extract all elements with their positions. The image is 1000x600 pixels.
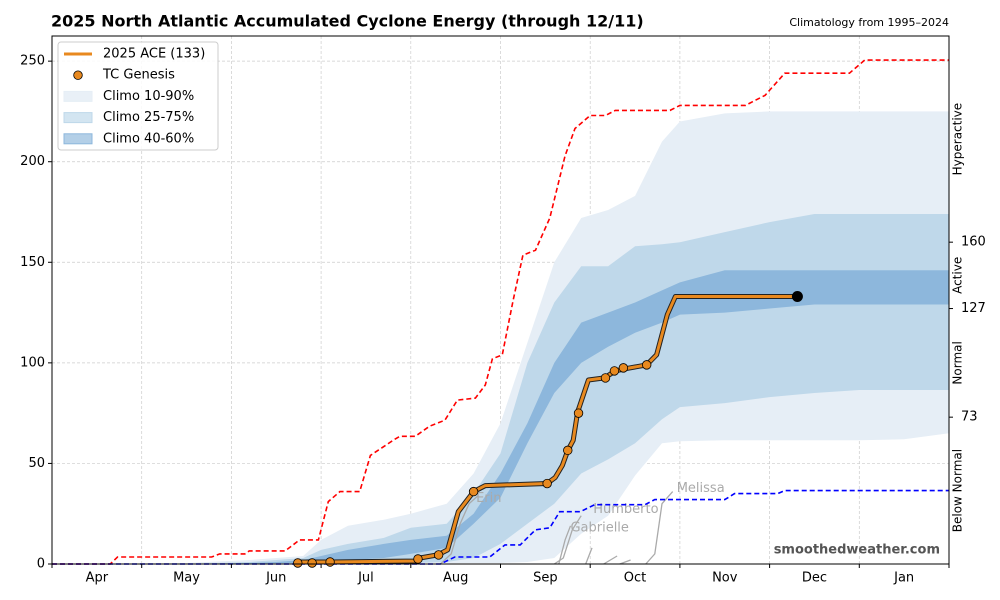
- genesis-point: [433, 550, 444, 560]
- storm-label: Humberto: [593, 502, 658, 517]
- legend-swatch: [63, 90, 93, 102]
- legend-label: Climo 25-75%: [103, 110, 194, 125]
- y2-category-label: Hyperactive: [951, 103, 965, 176]
- y2-category-label: Active: [951, 257, 965, 294]
- x-tick-label: Dec: [802, 571, 827, 586]
- genesis-point: [609, 366, 620, 376]
- ace-endpoint: [791, 290, 803, 302]
- legend: 2025 ACE (133) TC Genesis Climo 10-90% Clim…: [57, 41, 219, 151]
- storm-line: [603, 555, 618, 565]
- y-tick-label: 0: [37, 557, 45, 572]
- genesis-point: [293, 558, 303, 568]
- genesis-point: [563, 445, 573, 456]
- y-tick-label: 250: [20, 54, 45, 69]
- climo-band: [52, 111, 949, 565]
- storm-line: [553, 515, 582, 565]
- legend-swatch: [63, 112, 93, 124]
- y2-tick-label: 127: [961, 301, 986, 316]
- y-tick-label: 150: [20, 255, 45, 270]
- genesis-point: [600, 373, 611, 383]
- storm-label: Erin: [476, 491, 501, 506]
- genesis-point: [642, 360, 652, 370]
- x-tick-label: Jun: [265, 571, 286, 586]
- climo-extreme-line: [52, 59, 949, 565]
- x-tick-label: Aug: [443, 571, 468, 586]
- chart-title: 2025 North Atlantic Accumulated Cyclone …: [51, 12, 644, 31]
- storm-line: [558, 525, 572, 565]
- x-tick-label: Oct: [624, 571, 646, 586]
- genesis-point: [573, 408, 584, 418]
- legend-label: TC Genesis: [102, 68, 175, 83]
- genesis-point: [325, 557, 335, 567]
- legend-label: Climo 40-60%: [103, 131, 194, 146]
- x-tick-label: Jul: [357, 571, 374, 586]
- y-tick-label: 100: [20, 355, 45, 370]
- genesis-point: [413, 554, 423, 564]
- y2-category-label: Normal: [951, 341, 965, 384]
- storm-label: Gabrielle: [570, 520, 628, 535]
- climo-band: [52, 270, 949, 564]
- chart-subtitle: Climatology from 1995–2024: [789, 16, 949, 29]
- storm-line: [585, 547, 593, 565]
- y-tick-label: 200: [20, 154, 45, 169]
- x-tick-label: Sep: [533, 571, 558, 586]
- storm-line: [645, 491, 674, 565]
- storm-line: [619, 559, 631, 565]
- genesis-point: [618, 363, 629, 373]
- y2-tick-label: 160: [961, 235, 986, 250]
- storm-label: Melissa: [677, 481, 725, 496]
- x-tick-label: May: [173, 571, 200, 586]
- genesis-point: [468, 486, 479, 497]
- legend-box: [57, 41, 219, 151]
- x-tick-label: Nov: [712, 571, 738, 586]
- genesis-point: [542, 478, 552, 489]
- watermark: smoothedweather.com: [774, 543, 940, 558]
- y-tick-label: 50: [28, 456, 45, 471]
- y2-tick-label: 73: [961, 410, 978, 425]
- legend-label: Climo 10-90%: [103, 89, 194, 104]
- legend-marker: [73, 70, 83, 80]
- legend-label: 2025 ACE (133): [103, 47, 205, 62]
- storm-line: [439, 495, 479, 565]
- x-tick-label: Apr: [86, 571, 109, 586]
- legend-swatch: [63, 133, 93, 145]
- y2-category-label: Below Normal: [951, 449, 965, 532]
- genesis-point: [307, 558, 317, 568]
- x-tick-label: Jan: [893, 571, 914, 586]
- climo-extreme-line: [52, 489, 949, 565]
